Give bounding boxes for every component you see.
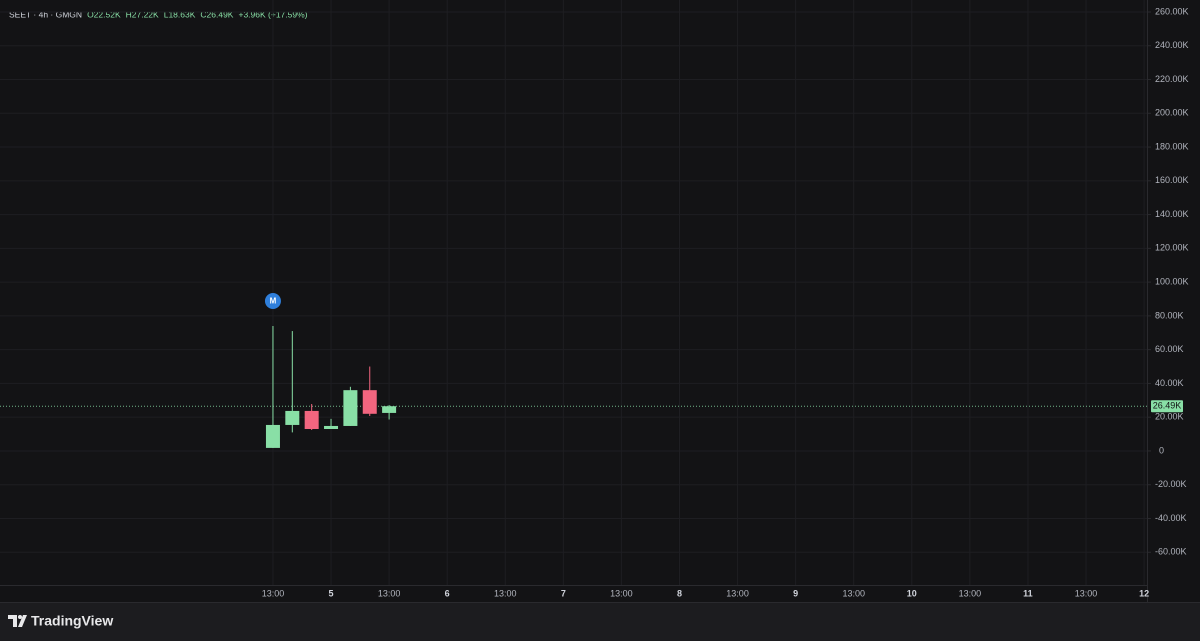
candle-body (382, 406, 397, 413)
y-tick-label: 120.00K (1155, 243, 1189, 253)
x-tick-label: 12 (1139, 588, 1149, 598)
x-tick-label: 9 (793, 588, 798, 598)
y-tick-label: 200.00K (1155, 108, 1189, 118)
last-price-label: 26.49K (1153, 401, 1182, 411)
event-marker-label: M (270, 297, 277, 306)
brand-name: TradingView (31, 613, 113, 629)
x-tick-label: 13:00 (494, 588, 517, 598)
header: SEET · 4h · GMGN O22.52K H27.22K L18.63K C2… (9, 9, 308, 19)
candle-body (324, 425, 339, 429)
y-tick-label: -40.00K (1155, 513, 1187, 523)
y-tick-label: 240.00K (1155, 40, 1189, 50)
event-marker (264, 293, 281, 309)
x-tick-label: 10 (907, 588, 917, 598)
legend-value: O22.52K (87, 9, 121, 19)
y-tick-label: 60.00K (1155, 344, 1184, 354)
y-tick-label: 160.00K (1155, 175, 1189, 185)
x-tick-label: 5 (329, 588, 334, 598)
x-tick-label: 13:00 (1075, 588, 1098, 598)
y-tick-label: 100.00K (1155, 276, 1189, 286)
x-tick-label: 13:00 (262, 588, 285, 598)
legend-value: C26.49K (200, 9, 233, 19)
y-tick-label: 20.00K (1155, 412, 1184, 422)
legend-value: L18.63K (164, 9, 196, 19)
x-tick-label: 13:00 (378, 588, 401, 598)
x-tick-label: 11 (1023, 588, 1033, 598)
candle-body (265, 424, 280, 448)
candle-body (285, 410, 300, 425)
candle-body (362, 390, 377, 414)
x-tick-label: 13:00 (726, 588, 749, 598)
legend-value: H27.22K (126, 9, 159, 19)
x-tick-label: 13:00 (959, 588, 982, 598)
y-tick-label: -20.00K (1155, 479, 1187, 489)
x-tick-label: 7 (561, 588, 566, 598)
y-tick-label: 220.00K (1155, 74, 1189, 84)
y-tick-label: 260.00K (1155, 6, 1189, 16)
y-tick-label: 40.00K (1155, 378, 1184, 388)
footer (0, 603, 1200, 641)
x-tick-label: 13:00 (842, 588, 865, 598)
candle-body (304, 410, 319, 429)
y-tick-label: -60.00K (1155, 547, 1187, 557)
symbol: SEET · 4h · GMGN (9, 9, 82, 19)
y-tick-label: 80.00K (1155, 310, 1184, 320)
y-tick-label: 180.00K (1155, 141, 1189, 151)
x-tick-label: 6 (445, 588, 450, 598)
x-tick-label: 13:00 (610, 588, 633, 598)
candle-body (343, 390, 358, 426)
last-price-box (1151, 400, 1183, 413)
y-tick-label: 140.00K (1155, 209, 1189, 219)
brand-logo (8, 615, 27, 627)
x-tick-label: 8 (677, 588, 682, 598)
y-tick-label: 0 (1159, 445, 1164, 455)
